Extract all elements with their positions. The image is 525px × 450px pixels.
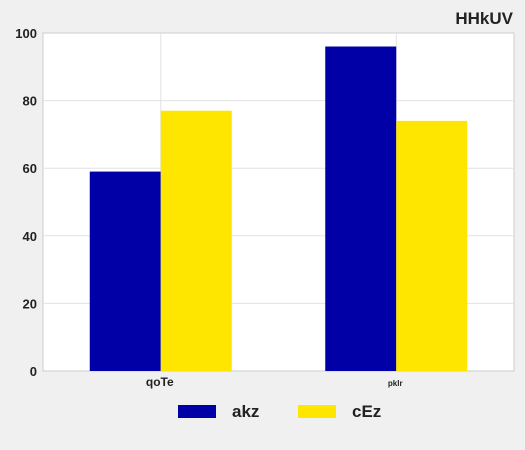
y-axis-ticks: 0 20 40 60 80 100 xyxy=(15,26,37,379)
bar-cEz-qoTe xyxy=(160,110,232,372)
y-tick-label: 100 xyxy=(15,26,37,41)
legend-label-cEz: cEz xyxy=(352,402,381,421)
chart-title: HHkUV xyxy=(455,9,513,28)
bar-akz-qoTe xyxy=(89,171,161,371)
y-tick-label: 80 xyxy=(23,94,37,109)
x-tick-label: pklr xyxy=(388,379,403,388)
legend: akz cEz xyxy=(178,402,381,421)
y-tick-label: 0 xyxy=(30,364,37,379)
legend-swatch-cEz xyxy=(298,405,336,418)
y-tick-label: 60 xyxy=(23,161,37,176)
legend-label-akz: akz xyxy=(232,402,259,421)
bar-akz-pklr xyxy=(325,46,397,372)
legend-swatch-akz xyxy=(178,405,216,418)
y-tick-label: 40 xyxy=(23,229,37,244)
x-tick-label: qoTe xyxy=(146,375,174,389)
y-tick-label: 20 xyxy=(23,296,37,311)
bar-cEz-pklr xyxy=(396,120,468,371)
bars xyxy=(89,46,468,372)
x-axis-ticks: qoTe pklr xyxy=(146,375,403,389)
